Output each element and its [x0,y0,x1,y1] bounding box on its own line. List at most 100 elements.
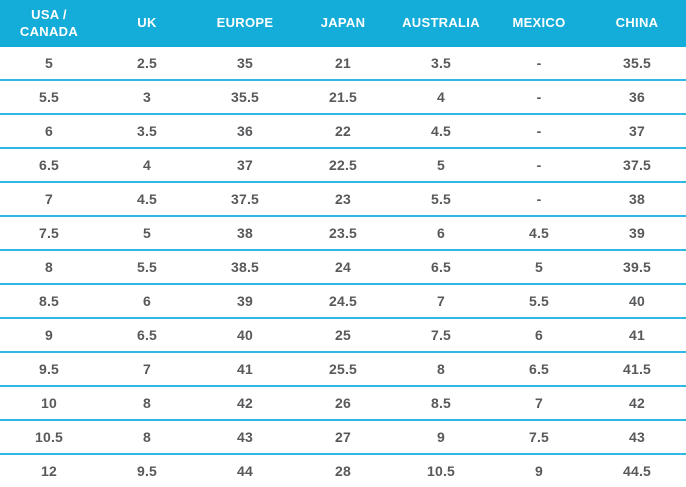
table-cell: 8 [437,361,445,377]
column-header-usa-canada: USA / CANADA [19,7,79,39]
table-cell: 42 [629,395,645,411]
table-cell: 6 [535,327,543,343]
table-row: 6 3.5 36 22 4.5 - 37 [0,113,686,147]
table-header-row: USA / CANADA UK EUROPE JAPAN AUSTRALIA MEXICO… [0,0,686,47]
table-cell: 6.5 [430,259,452,275]
table-cell: 38 [629,191,645,207]
table-cell: 36 [629,89,645,105]
table-cell: 42 [237,395,253,411]
table-cell: 35.5 [230,89,260,105]
table-cell: 28 [335,463,351,479]
table-cell: 37 [237,157,253,173]
table-cell: 10 [41,395,57,411]
table-cell: 6 [437,225,445,241]
table-row: 9 6.5 40 25 7.5 6 41 [0,317,686,351]
table-cell: 5 [437,157,445,173]
table-cell: 7 [45,191,53,207]
table-row: 7 4.5 37.5 23 5.5 - 38 [0,181,686,215]
column-header-australia: AUSTRALIA [402,15,480,31]
table-cell: 9.5 [136,463,158,479]
table-row: 8.5 6 39 24.5 7 5.5 40 [0,283,686,317]
table-cell: 8.5 [38,293,60,309]
table-cell: 3.5 [136,123,158,139]
table-cell: 9 [437,429,445,445]
table-cell: - [536,157,542,173]
column-header-china: CHINA [615,15,659,31]
table-row: 8 5.5 38.5 24 6.5 5 39.5 [0,249,686,283]
table-cell: 2.5 [136,55,158,71]
table-cell: 24 [335,259,351,275]
table-cell: 7.5 [528,429,550,445]
table-cell: 43 [629,429,645,445]
table-cell: 37.5 [230,191,260,207]
table-cell: 25.5 [328,361,358,377]
table-cell: - [536,89,542,105]
table-cell: 36 [237,123,253,139]
table-cell: 5.5 [528,293,550,309]
table-cell: 26 [335,395,351,411]
table-body: 5 2.5 35 21 3.5 - 35.5 5.5 3 35.5 21.5 4 - 36 6 3.5 36 22… [0,47,686,487]
table-cell: 37.5 [622,157,652,173]
table-cell: 9 [45,327,53,343]
table-cell: 4.5 [528,225,550,241]
table-cell: 7 [437,293,445,309]
table-cell: 4 [437,89,445,105]
table-cell: 4.5 [136,191,158,207]
table-cell: 6.5 [528,361,550,377]
table-cell: 5.5 [430,191,452,207]
table-cell: 38 [237,225,253,241]
table-cell: 24.5 [328,293,358,309]
table-row: 5 2.5 35 21 3.5 - 35.5 [0,47,686,79]
table-cell: 6.5 [136,327,158,343]
table-cell: 9 [535,463,543,479]
table-row: 10.5 8 43 27 9 7.5 43 [0,419,686,453]
column-header-japan: JAPAN [320,15,366,31]
table-cell: 12 [41,463,57,479]
table-cell: 5 [535,259,543,275]
table-cell: 8 [45,259,53,275]
table-cell: 4 [143,157,151,173]
table-cell: - [536,123,542,139]
table-cell: 40 [237,327,253,343]
table-cell: 5 [143,225,151,241]
table-cell: 39 [237,293,253,309]
table-cell: 7 [143,361,151,377]
table-cell: 39 [629,225,645,241]
table-cell: 41 [237,361,253,377]
table-cell: 23 [335,191,351,207]
table-cell: 9.5 [38,361,60,377]
table-cell: 39.5 [622,259,652,275]
table-cell: 25 [335,327,351,343]
table-row: 7.5 5 38 23.5 6 4.5 39 [0,215,686,249]
table-cell: 43 [237,429,253,445]
table-cell: 44.5 [622,463,652,479]
table-row: 6.5 4 37 22.5 5 - 37.5 [0,147,686,181]
column-header-europe: EUROPE [216,15,274,31]
table-cell: 5.5 [136,259,158,275]
table-cell: 22 [335,123,351,139]
column-header-uk: UK [137,15,157,31]
table-cell: 41 [629,327,645,343]
table-cell: 3.5 [430,55,452,71]
table-cell: 10.5 [34,429,64,445]
table-cell: 7.5 [430,327,452,343]
table-cell: 22.5 [328,157,358,173]
column-header-mexico: MEXICO [512,15,566,31]
table-row: 10 8 42 26 8.5 7 42 [0,385,686,419]
table-cell: 23.5 [328,225,358,241]
table-cell: 6.5 [38,157,60,173]
table-cell: 41.5 [622,361,652,377]
table-cell: 38.5 [230,259,260,275]
table-cell: 7.5 [38,225,60,241]
table-cell: 27 [335,429,351,445]
table-cell: 37 [629,123,645,139]
table-cell: 4.5 [430,123,452,139]
table-cell: 3 [143,89,151,105]
table-cell: 35 [237,55,253,71]
table-cell: 44 [237,463,253,479]
table-cell: - [536,191,542,207]
table-cell: 8 [143,429,151,445]
table-cell: 10.5 [426,463,456,479]
table-cell: 7 [535,395,543,411]
